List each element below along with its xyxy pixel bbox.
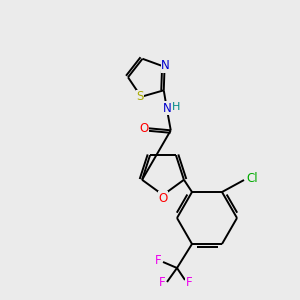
Text: O: O [158, 191, 168, 205]
Text: Cl: Cl [246, 172, 258, 184]
Text: F: F [186, 277, 192, 290]
Text: F: F [155, 254, 161, 268]
Text: S: S [136, 90, 144, 103]
Text: H: H [172, 102, 180, 112]
Text: N: N [162, 102, 171, 115]
Text: F: F [159, 277, 165, 290]
Text: N: N [161, 59, 170, 72]
Text: O: O [139, 122, 148, 135]
